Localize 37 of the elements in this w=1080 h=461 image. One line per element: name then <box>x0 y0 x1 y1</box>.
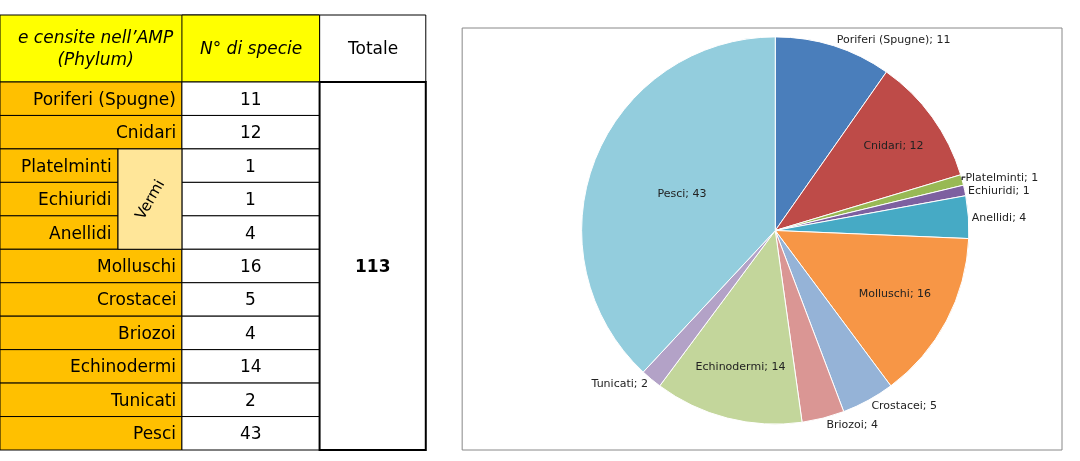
data-label: 16 <box>240 256 262 276</box>
data-label: 14 <box>240 356 262 376</box>
data-label: 12 <box>240 122 262 142</box>
slice-label: Poriferi (Spugne); 11 <box>836 33 951 47</box>
data-label: 11 <box>240 89 262 109</box>
category-label: Cnidari <box>116 122 177 142</box>
category-label: Echinodermi <box>70 356 176 376</box>
category-label: Tunicati <box>110 390 177 410</box>
data-label: 1 <box>245 189 256 209</box>
data-label: 4 <box>245 323 256 343</box>
category-label: Pesci <box>133 423 177 443</box>
data-label: 1 <box>245 156 256 176</box>
data-label: 43 <box>240 423 262 443</box>
slice-label: Anellidi; 4 <box>971 210 1027 224</box>
slice-label: Molluschi; 16 <box>858 287 932 301</box>
slice-label: Crostacei; 5 <box>871 398 937 412</box>
category-label: Poriferi (Spugne) <box>33 89 176 109</box>
slice-label: Cnidari; 12 <box>863 138 924 152</box>
slice-label: Echinodermi; 14 <box>695 359 786 373</box>
text: e censite nell’AMP (Phylum) <box>18 27 174 70</box>
text: N° di specie <box>200 38 303 58</box>
text: 113 <box>355 256 391 276</box>
data-label: 2 <box>245 390 256 410</box>
data-label: 4 <box>245 223 256 243</box>
category-label: Crostacei <box>97 289 177 309</box>
category-label: Briozoi <box>118 323 176 343</box>
category-label: Platelminti <box>21 156 112 176</box>
slice-label: Pesci; 43 <box>657 187 707 201</box>
category-label: Molluschi <box>97 256 176 276</box>
data-label: 5 <box>245 289 256 309</box>
slice-label: Echiuridi; 1 <box>967 183 1030 197</box>
slice-label: Tunicati; 2 <box>590 376 649 390</box>
category-label: Echiuridi <box>38 189 112 209</box>
slice-label: Briozoi; 4 <box>826 417 879 431</box>
text: Totale <box>347 38 399 58</box>
category-label: Anellidi <box>49 223 112 243</box>
slice-label: Platelminti; 1 <box>965 170 1039 184</box>
